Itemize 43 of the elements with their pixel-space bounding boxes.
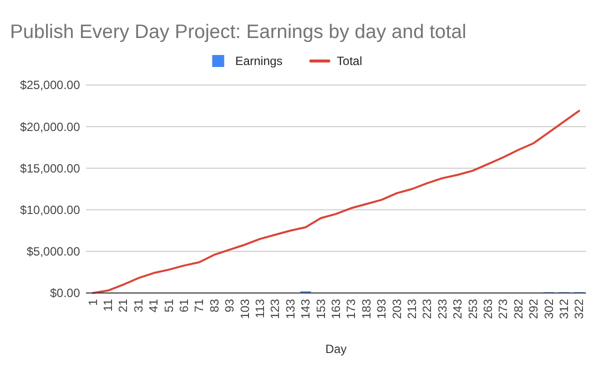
x-tick-label: 173 [344, 298, 358, 320]
x-tick-label: 253 [466, 298, 480, 320]
x-tick-label: 213 [404, 298, 419, 320]
x-tick-label: 103 [238, 298, 252, 320]
x-tick-label: 322 [572, 298, 586, 320]
x-tick-label: 193 [374, 298, 389, 320]
x-tick-label: 21 [116, 298, 130, 312]
y-tick-label: $5,000.00 [26, 244, 80, 259]
chart-title: Publish Every Day Project: Earnings by day and total [10, 21, 466, 43]
x-tick-label: 71 [192, 298, 206, 312]
x-tick-label: 183 [359, 298, 374, 320]
x-tick-label: 51 [162, 298, 176, 312]
x-tick-label: 302 [542, 298, 556, 320]
x-tick-label: 263 [480, 298, 495, 320]
x-tick-label: 31 [131, 298, 146, 312]
x-tick-label: 123 [268, 298, 282, 320]
x-tick-label: 223 [420, 298, 434, 320]
legend-label: Earnings [235, 54, 283, 68]
y-tick-label: $0.00 [50, 286, 80, 300]
x-tick-label: 292 [526, 298, 541, 320]
x-tick-label: 203 [390, 298, 404, 320]
x-tick-label: 41 [146, 298, 161, 312]
x-tick-label: 243 [450, 298, 465, 320]
x-tick-label: 143 [298, 298, 313, 320]
x-tick-label: 153 [314, 298, 328, 320]
x-tick-label: 312 [556, 298, 571, 320]
x-tick-label: 83 [207, 298, 222, 312]
x-tick-label: 11 [101, 298, 116, 312]
y-tick-label: $25,000.00 [20, 78, 80, 92]
x-tick-label: 282 [511, 298, 526, 320]
y-tick-label: $20,000.00 [20, 120, 80, 134]
x-tick-label: 233 [435, 298, 450, 320]
x-tick-label: 273 [496, 298, 510, 320]
x-tick-label: 1 [86, 298, 100, 306]
legend-label: Total [336, 54, 362, 68]
x-tick-label: 61 [177, 298, 192, 312]
y-tick-label: $15,000.00 [20, 161, 80, 176]
x-axis-title: Day [325, 342, 347, 356]
y-tick-label: $10,000.00 [20, 203, 80, 217]
x-tick-label: 163 [329, 298, 343, 320]
x-tick-label: 93 [222, 298, 237, 312]
x-tick-label: 133 [283, 298, 298, 320]
x-tick-label: 113 [253, 298, 268, 318]
